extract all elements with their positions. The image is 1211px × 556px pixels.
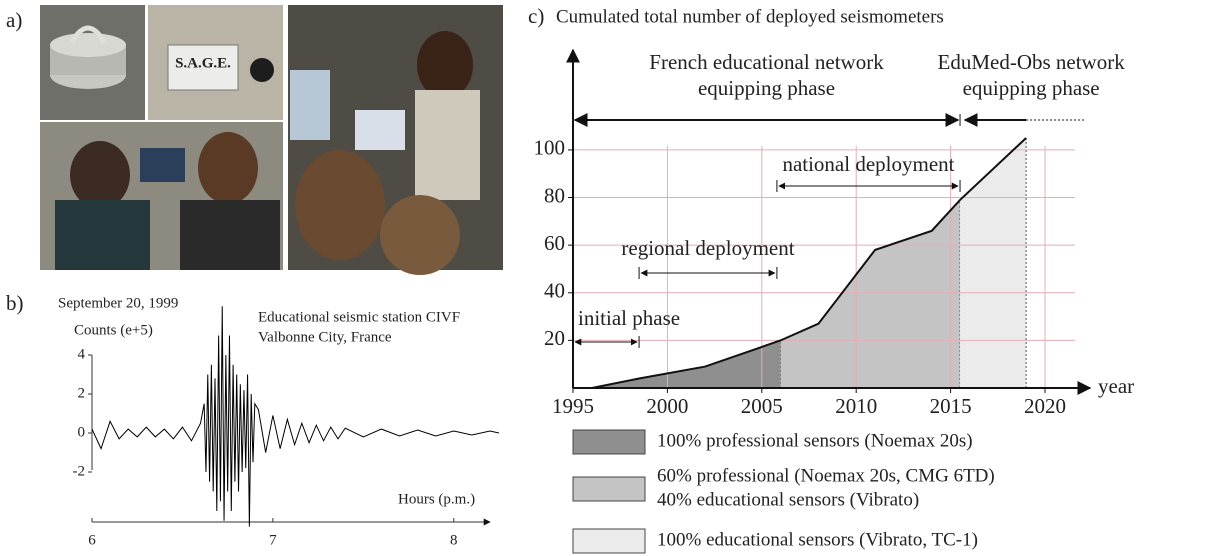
y-tick-label: 0 [78, 424, 86, 440]
area-region [592, 340, 781, 388]
figure: a) b) c) S.A.G.E. September 20, 1999 Cou… [0, 0, 1211, 556]
y-tick-label: 4 [78, 346, 86, 362]
y-tick-label: 40 [544, 279, 565, 303]
phase-label: equipping phase [963, 76, 1100, 100]
seismogram-panel: September 20, 1999 Counts (e+5) Educatio… [58, 295, 475, 507]
panel-label: c) [528, 4, 544, 28]
legend-swatch [573, 477, 645, 501]
station-label: Valbonne City, France [258, 329, 392, 345]
seismogram-date: September 20, 1999 [58, 295, 178, 311]
y-axis-label: Counts (e+5) [74, 322, 153, 338]
x-tick-label: 8 [450, 532, 458, 548]
x-axis-label: Hours (p.m.) [398, 491, 475, 507]
panel-label: a) [6, 8, 22, 32]
phase-label: equipping phase [698, 76, 835, 100]
panel-label: b) [6, 291, 24, 315]
legend-swatch [573, 430, 645, 454]
x-tick-label: 7 [269, 532, 277, 548]
legend-label: 100% educational sensors (Vibrato, TC-1) [657, 529, 978, 550]
y-tick-label: -2 [73, 463, 86, 479]
phase-label: French educational network [649, 50, 884, 74]
x-tick-label: 2005 [741, 394, 783, 418]
x-tick-label: 1995 [552, 394, 594, 418]
x-tick-label: 6 [88, 532, 96, 548]
legend-label: 60% professional (Noemax 20s, CMG 6TD) [657, 465, 995, 486]
x-tick-label: 2000 [646, 394, 688, 418]
legend-label: 40% educational sensors (Vibrato) [657, 489, 919, 510]
y-tick-label: 20 [544, 326, 565, 350]
legend-label: 100% professional sensors (Noemax 20s) [657, 430, 973, 451]
phase-label: national deployment [782, 152, 954, 176]
chart-title: Cumulated total number of deployed seism… [556, 6, 944, 27]
device-label: S.A.G.E. [175, 55, 231, 71]
phase-label: EduMed-Obs network [938, 50, 1126, 74]
area-region [960, 138, 1026, 388]
station-label: Educational seismic station CIVF [258, 309, 460, 325]
photos: S.A.G.E. [40, 5, 503, 275]
y-tick-label: 80 [544, 183, 565, 207]
phase-label: regional deployment [621, 236, 794, 260]
legend-swatch [573, 529, 645, 553]
y-tick-label: 2 [78, 385, 86, 401]
y-tick-label: 100 [534, 136, 566, 160]
x-tick-label: 2015 [930, 394, 972, 418]
phase-label: initial phase [578, 306, 680, 330]
x-axis-label: year [1098, 374, 1134, 398]
x-tick-label: 2010 [835, 394, 877, 418]
y-tick-label: 60 [544, 231, 565, 255]
x-tick-label: 2020 [1024, 394, 1066, 418]
